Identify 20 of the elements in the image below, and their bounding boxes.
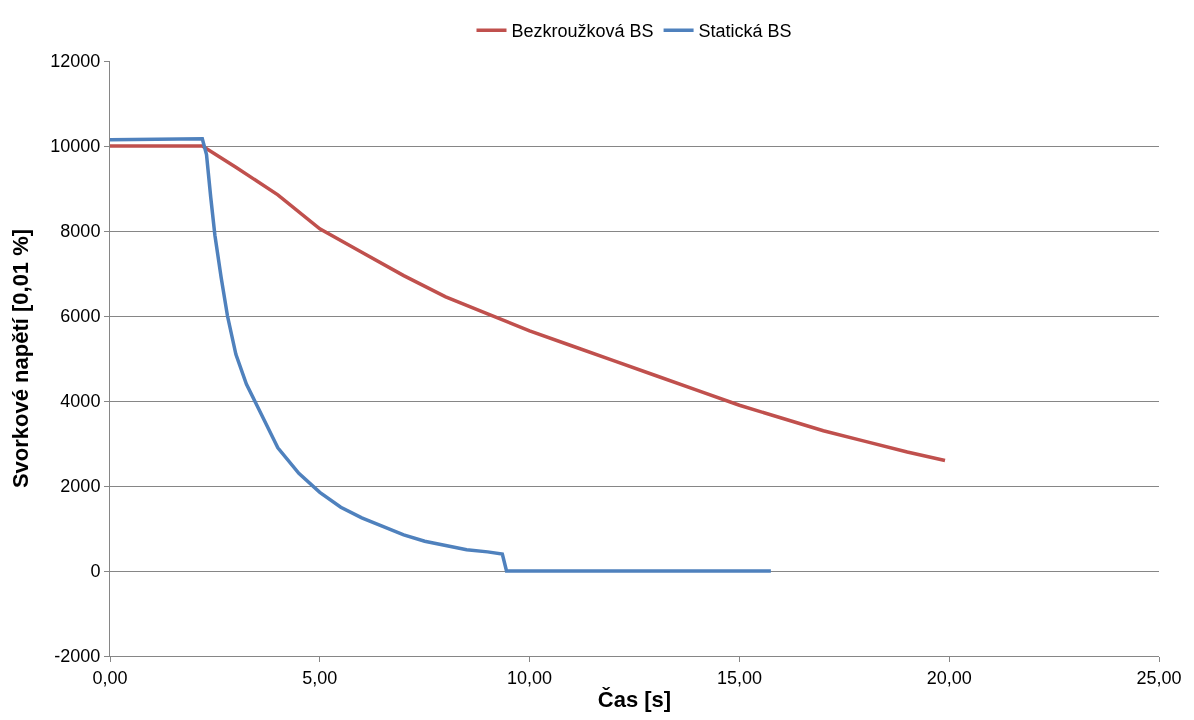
y-tick-label: 0 <box>90 561 101 582</box>
x-tick-label: 10,00 <box>507 667 553 688</box>
y-tick-label: 6000 <box>60 306 101 327</box>
x-tick-label: 25,00 <box>1136 667 1182 688</box>
y-tick-label: -2000 <box>54 646 101 667</box>
x-tick-label: 15,00 <box>716 667 762 688</box>
y-tick-label: 4000 <box>60 391 101 412</box>
legend-label: Statická BS <box>698 21 792 42</box>
y-tick-label: 2000 <box>60 476 101 497</box>
x-tick-label: 20,00 <box>926 667 972 688</box>
x-tick-label: 0,00 <box>92 667 128 688</box>
y-tick-label: 12000 <box>50 51 101 72</box>
legend-label: Bezkroužková BS <box>511 21 654 42</box>
y-tick-label: 10000 <box>50 136 101 157</box>
line-series <box>110 144 947 463</box>
line-series <box>110 137 773 573</box>
y-axis-title: Svorkové napětí [0,01 %] <box>8 228 34 489</box>
y-tick-label: 8000 <box>60 221 101 242</box>
x-tick-label: 5,00 <box>302 667 338 688</box>
x-axis-title: Čas [s] <box>597 687 672 713</box>
